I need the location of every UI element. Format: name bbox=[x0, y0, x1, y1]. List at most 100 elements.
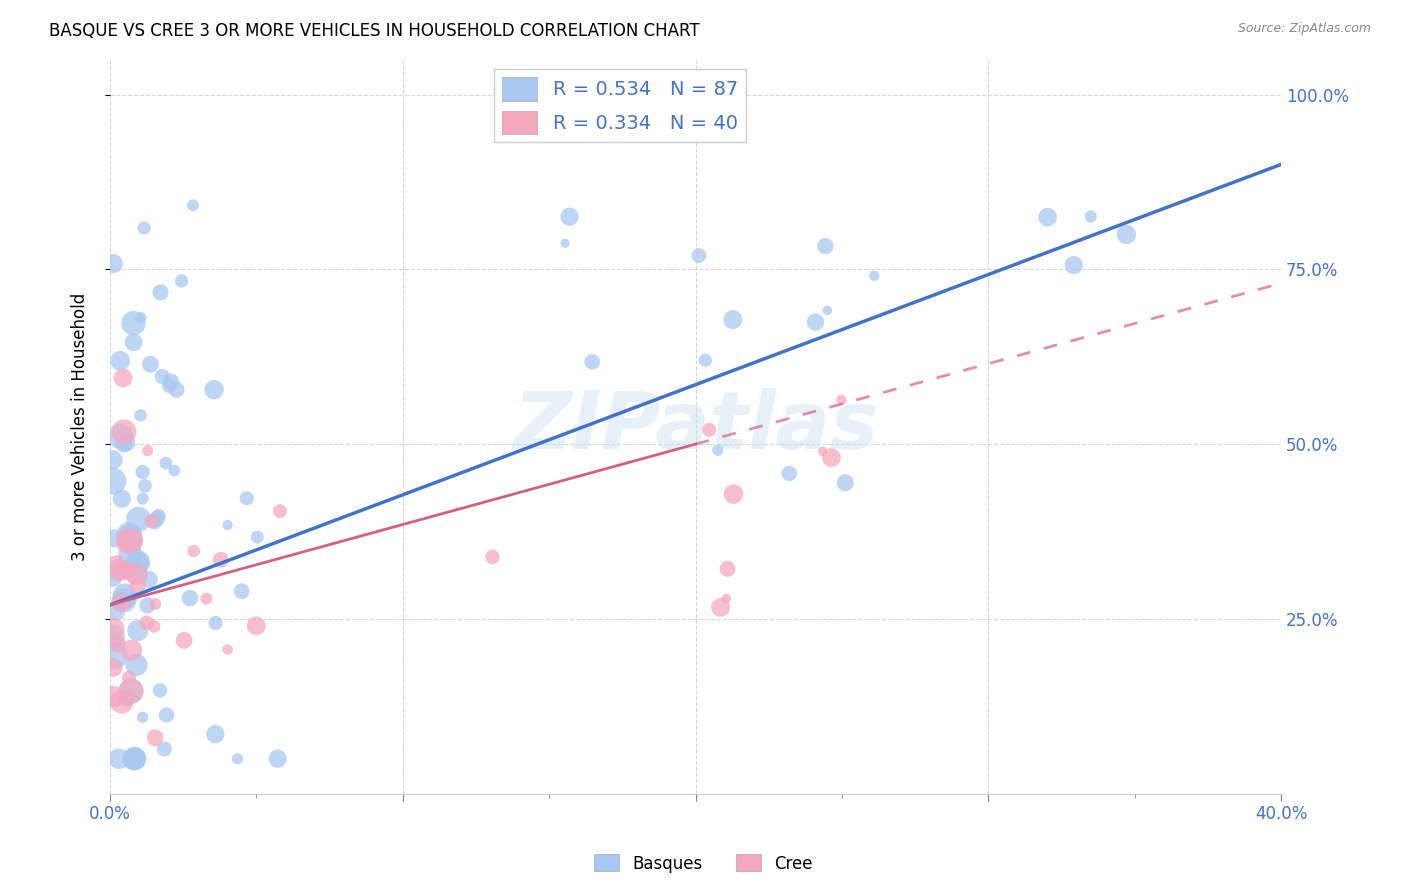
Point bbox=[101, 690, 124, 704]
Point bbox=[150, 369, 173, 384]
Point bbox=[108, 353, 131, 368]
Point bbox=[481, 549, 503, 564]
Point bbox=[269, 504, 291, 518]
Point bbox=[124, 752, 146, 766]
Point bbox=[195, 591, 218, 606]
Point bbox=[204, 727, 226, 741]
Point bbox=[136, 599, 159, 613]
Point bbox=[830, 392, 852, 407]
Point bbox=[157, 378, 180, 392]
Point bbox=[120, 547, 142, 561]
Point bbox=[146, 511, 169, 525]
Point bbox=[723, 487, 745, 501]
Point bbox=[710, 600, 733, 615]
Point bbox=[114, 589, 136, 603]
Point bbox=[124, 752, 146, 766]
Point bbox=[101, 630, 124, 644]
Point bbox=[128, 565, 150, 579]
Point bbox=[105, 558, 128, 572]
Point bbox=[149, 683, 172, 698]
Point bbox=[1115, 227, 1137, 242]
Point bbox=[706, 443, 728, 458]
Point bbox=[120, 533, 142, 548]
Point bbox=[101, 453, 124, 467]
Point bbox=[143, 597, 166, 611]
Point bbox=[235, 491, 257, 506]
Point bbox=[149, 285, 172, 300]
Point bbox=[820, 450, 842, 465]
Point bbox=[120, 528, 142, 542]
Point bbox=[863, 268, 886, 283]
Point bbox=[105, 606, 128, 620]
Point bbox=[834, 475, 856, 490]
Point bbox=[581, 355, 603, 369]
Point bbox=[122, 316, 145, 330]
Point bbox=[101, 474, 124, 488]
Point bbox=[155, 707, 177, 722]
Point bbox=[804, 315, 827, 329]
Point bbox=[125, 658, 148, 673]
Point bbox=[226, 752, 249, 766]
Point bbox=[143, 619, 166, 633]
Point bbox=[138, 573, 160, 587]
Text: ZIPatlas: ZIPatlas bbox=[513, 388, 877, 466]
Point bbox=[688, 248, 710, 262]
Point bbox=[127, 579, 149, 593]
Point bbox=[115, 690, 138, 705]
Point bbox=[143, 731, 166, 745]
Point bbox=[217, 642, 239, 657]
Point bbox=[103, 622, 125, 636]
Point bbox=[202, 383, 225, 397]
Point bbox=[245, 619, 267, 633]
Text: BASQUE VS CREE 3 OR MORE VEHICLES IN HOUSEHOLD CORRELATION CHART: BASQUE VS CREE 3 OR MORE VEHICLES IN HOU… bbox=[49, 22, 700, 40]
Point bbox=[117, 534, 139, 549]
Point bbox=[128, 512, 150, 526]
Point bbox=[134, 479, 156, 493]
Point bbox=[120, 684, 142, 698]
Point bbox=[110, 564, 132, 578]
Point bbox=[143, 515, 166, 529]
Point bbox=[1036, 210, 1059, 224]
Point bbox=[179, 591, 201, 605]
Point bbox=[105, 637, 128, 651]
Point bbox=[103, 257, 125, 271]
Point bbox=[120, 684, 142, 698]
Point bbox=[1063, 258, 1085, 272]
Point bbox=[815, 303, 838, 318]
Point bbox=[115, 564, 138, 578]
Point bbox=[127, 624, 149, 638]
Point bbox=[131, 465, 153, 479]
Point bbox=[246, 530, 269, 544]
Point bbox=[120, 643, 142, 657]
Point bbox=[716, 562, 738, 576]
Point bbox=[558, 210, 581, 224]
Point bbox=[1080, 210, 1102, 224]
Point bbox=[204, 615, 226, 630]
Point bbox=[697, 423, 720, 437]
Point bbox=[110, 595, 132, 609]
Point bbox=[118, 671, 141, 685]
Point bbox=[170, 274, 193, 288]
Point bbox=[155, 456, 177, 470]
Point bbox=[112, 593, 135, 607]
Point bbox=[108, 752, 131, 766]
Point bbox=[125, 566, 148, 581]
Point bbox=[110, 695, 132, 709]
Y-axis label: 3 or more Vehicles in Household: 3 or more Vehicles in Household bbox=[72, 293, 89, 561]
Point bbox=[127, 555, 149, 569]
Point bbox=[112, 371, 135, 385]
Point bbox=[163, 464, 186, 478]
Point bbox=[173, 633, 195, 648]
Point bbox=[122, 335, 145, 350]
Point bbox=[141, 514, 163, 528]
Point bbox=[209, 553, 232, 567]
Point bbox=[139, 357, 162, 371]
Point bbox=[231, 584, 253, 599]
Point bbox=[101, 660, 124, 674]
Point bbox=[131, 710, 153, 724]
Point bbox=[153, 742, 176, 756]
Point bbox=[129, 409, 152, 423]
Point bbox=[125, 567, 148, 582]
Point bbox=[103, 532, 125, 546]
Point bbox=[181, 198, 204, 212]
